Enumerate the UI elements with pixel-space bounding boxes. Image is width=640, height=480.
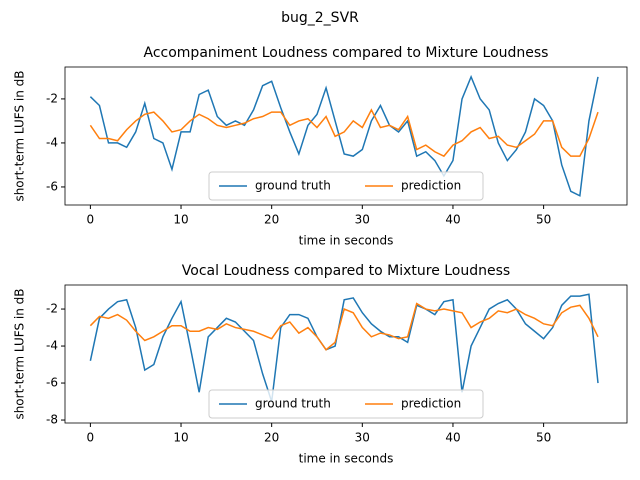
x-tick-label: 40 (445, 431, 460, 445)
y-tick-label: -2 (46, 91, 58, 105)
y-axis-label: short-term LUFS in dB (13, 70, 27, 201)
x-axis-label: time in seconds (299, 452, 394, 466)
x-tick-label: 20 (264, 213, 279, 227)
legend-label: ground truth (255, 179, 331, 193)
axes-frame (64, 66, 628, 206)
data-line (89, 108, 599, 158)
x-axis-label: time in seconds (299, 234, 394, 248)
x-tick-label: 10 (173, 213, 188, 227)
figure-title: bug_2_SVR (281, 10, 359, 26)
x-tick-label: 30 (355, 213, 370, 227)
x-tick-label: 30 (355, 431, 370, 445)
y-tick-label: -4 (46, 135, 58, 149)
x-tick-label: 0 (87, 431, 95, 445)
axes-frame (64, 284, 628, 424)
legend-label: ground truth (255, 397, 331, 411)
y-tick-label: -6 (46, 376, 58, 390)
legend-label: prediction (401, 179, 461, 193)
x-tick-label: 50 (536, 213, 551, 227)
y-tick-label: -2 (46, 302, 58, 316)
x-tick-label: 20 (264, 431, 279, 445)
x-tick-label: 10 (173, 431, 188, 445)
legend-box (208, 171, 484, 201)
legend-label: prediction (401, 397, 461, 411)
data-line (89, 302, 599, 351)
axes-title: Accompaniment Loudness compared to Mixtu… (144, 45, 549, 61)
data-line (89, 293, 599, 402)
x-tick-label: 50 (536, 431, 551, 445)
x-tick-label: 40 (445, 213, 460, 227)
y-tick-label: -8 (46, 413, 58, 427)
x-tick-label: 0 (87, 213, 95, 227)
y-tick-label: -4 (46, 339, 58, 353)
legend-box (208, 389, 484, 419)
y-tick-label: -6 (46, 179, 58, 193)
y-axis-label: short-term LUFS in dB (13, 288, 27, 419)
axes-title: Vocal Loudness compared to Mixture Loudn… (182, 263, 510, 279)
data-line (89, 74, 599, 197)
